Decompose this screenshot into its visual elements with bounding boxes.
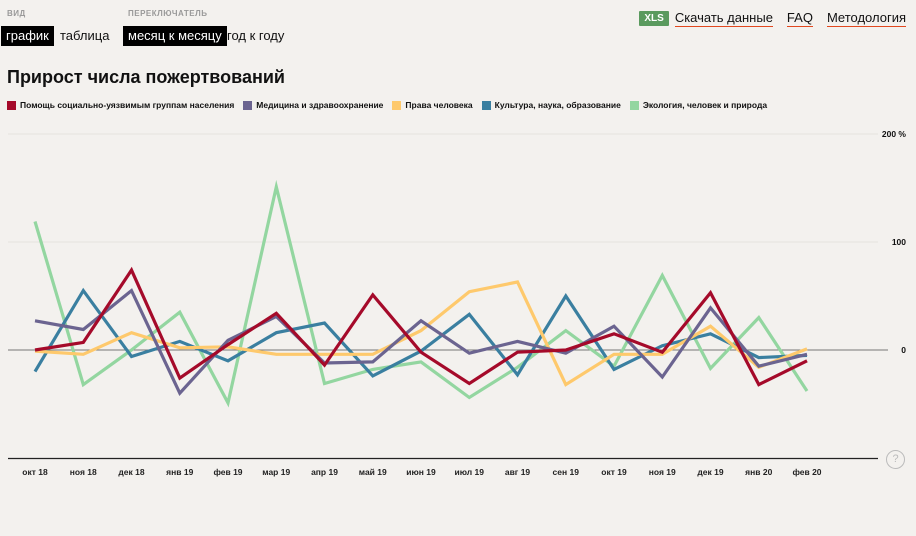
legend: Помощь социально-уязвимым группам населе… — [7, 100, 767, 110]
legend-label: Культура, наука, образование — [494, 100, 621, 110]
x-tick-label: дек 18 — [118, 467, 144, 477]
x-tick-label: фев 19 — [213, 467, 242, 477]
x-tick-label: апр 19 — [311, 467, 338, 477]
faq-link[interactable]: FAQ — [786, 10, 813, 27]
chart-title: Прирост числа пожертвований — [7, 67, 285, 87]
legend-swatch — [243, 100, 253, 110]
legend-swatch — [7, 100, 16, 110]
x-tick-label: июн 19 — [406, 467, 436, 477]
series-line — [34, 266, 808, 387]
x-tick-label: сен 19 — [553, 467, 580, 477]
y-tick-label: 200 % — [882, 129, 907, 139]
switch-label: ПЕРЕКЛЮЧАТЕЛЬ — [128, 9, 208, 18]
legend-item[interactable]: Права человека — [392, 100, 473, 110]
help-icon[interactable]: ? — [886, 450, 905, 469]
x-tick-label: фев 20 — [792, 467, 821, 477]
legend-item[interactable]: Помощь социально-уязвимым группам населе… — [7, 100, 234, 110]
series-line — [34, 288, 808, 397]
x-tick-label: ноя 18 — [70, 467, 97, 477]
series-line — [33, 179, 809, 408]
legend-swatch — [481, 100, 491, 110]
legend-label: Права человека — [405, 100, 473, 110]
legend-item[interactable]: Культура, наука, образование — [481, 100, 621, 110]
view-label: ВИД — [7, 9, 26, 18]
x-tick-label: июл 19 — [455, 467, 485, 477]
switch-option-year[interactable]: год к году — [227, 28, 285, 43]
legend-label: Медицина и здравоохранение — [256, 100, 384, 110]
x-tick-label: ноя 19 — [649, 467, 676, 477]
y-tick-label: 0 — [901, 345, 906, 355]
x-tick-label: окт 19 — [601, 467, 627, 477]
x-tick-label: янв 20 — [745, 467, 772, 477]
legend-label: Помощь социально-уязвимым группам населе… — [20, 100, 235, 110]
view-option-chart[interactable]: график — [1, 26, 54, 46]
x-tick-label: окт 18 — [22, 467, 48, 477]
legend-swatch — [629, 100, 639, 110]
x-tick-label: дек 19 — [697, 467, 723, 477]
xls-badge[interactable]: XLS — [639, 11, 669, 26]
methodology-link[interactable]: Методология — [826, 10, 906, 27]
x-tick-label: янв 19 — [166, 467, 193, 477]
legend-item[interactable]: Медицина и здравоохранение — [243, 100, 383, 110]
download-link[interactable]: Скачать данные — [674, 10, 773, 27]
x-tick-label: мар 19 — [262, 467, 290, 477]
x-tick-label: авг 19 — [505, 467, 531, 477]
view-option-table[interactable]: таблица — [60, 28, 110, 43]
legend-swatch — [392, 100, 402, 110]
legend-label: Экология, человек и природа — [642, 100, 768, 110]
legend-item[interactable]: Экология, человек и природа — [629, 100, 768, 110]
x-tick-label: май 19 — [359, 467, 387, 477]
top-links: XLS Скачать данные FAQ Методология — [639, 10, 906, 27]
y-tick-label: 100 — [892, 237, 906, 247]
switch-option-month[interactable]: месяц к месяцу — [123, 26, 227, 46]
